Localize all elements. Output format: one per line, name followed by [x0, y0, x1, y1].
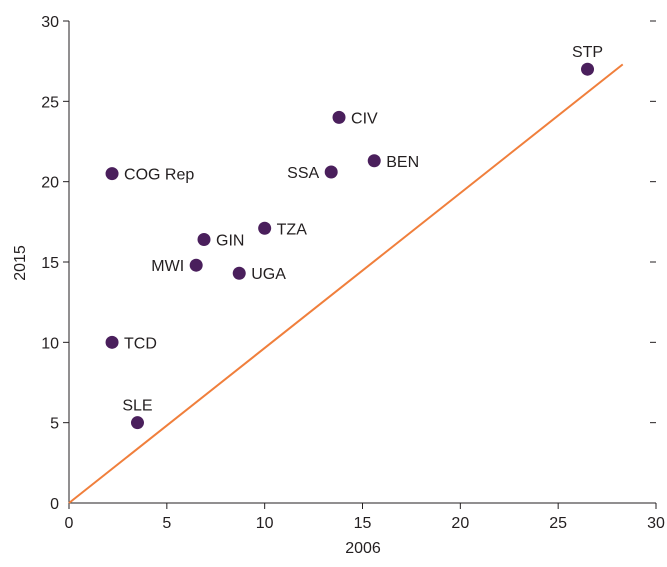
point-label: UGA [251, 266, 286, 283]
point-label: COG Rep [124, 167, 194, 184]
y-axis-title: 2015 [12, 245, 29, 281]
data-point [105, 167, 119, 181]
y-tick-label: 25 [41, 94, 59, 111]
x-tick-label: 25 [549, 515, 567, 532]
data-point [258, 221, 272, 235]
data-point [324, 165, 338, 179]
x-tick-label: 20 [451, 515, 469, 532]
y-tick-label: 30 [41, 14, 59, 31]
point-label: GIN [216, 233, 244, 250]
point-label: CIV [351, 110, 378, 127]
data-point [105, 335, 119, 349]
data-point [197, 233, 211, 247]
x-tick-label: 5 [162, 515, 171, 532]
data-point [130, 416, 144, 430]
x-tick-label: 0 [65, 515, 74, 532]
data-point [332, 110, 346, 124]
point-label: SSA [287, 165, 319, 182]
axes: 0 5 10 15 20 25 30 0 5 10 15 20 25 30 [41, 14, 665, 532]
point-label: TCD [124, 335, 157, 352]
x-tick-label: 30 [647, 515, 665, 532]
x-tick-label: 15 [354, 515, 372, 532]
data-point [581, 62, 595, 76]
data-point [232, 266, 246, 280]
point-label: SLE [122, 398, 152, 415]
x-tick-label: 10 [256, 515, 274, 532]
y-tick-label: 10 [41, 335, 59, 352]
point-label: BEN [386, 154, 419, 171]
y-tick-label: 0 [50, 496, 59, 513]
y-tick-label: 5 [50, 416, 59, 433]
reference-line [68, 63, 624, 504]
x-axis-title: 2006 [345, 540, 381, 557]
reference-line-layer [68, 63, 624, 504]
point-label: MWI [151, 258, 184, 275]
data-point [189, 258, 203, 272]
y-tick-label: 15 [41, 255, 59, 272]
data-points: STP CIV BEN SSA COG Rep TZA GIN MWI UGA TCD SLE [105, 44, 603, 430]
point-label: TZA [277, 221, 308, 238]
point-label: STP [572, 44, 603, 61]
y-tick-label: 20 [41, 175, 59, 192]
data-point [367, 154, 381, 168]
